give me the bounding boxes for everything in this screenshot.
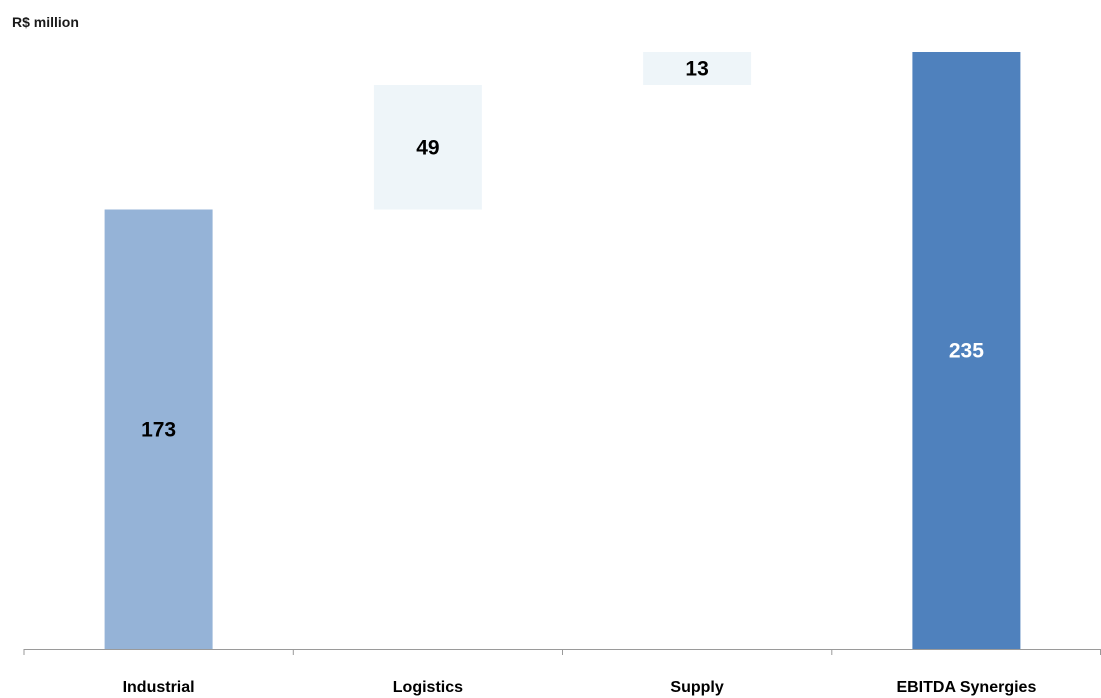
- bar-ebitda-synergies: [912, 52, 1021, 649]
- data-label-ebitda-synergies: 235: [949, 340, 984, 363]
- data-label-logistics: 49: [416, 136, 439, 159]
- bar-logistics: [373, 85, 482, 210]
- x-axis: [23, 649, 1101, 655]
- data-label-industrial: 173: [141, 418, 176, 441]
- category-label-ebitda-synergies: EBITDA Synergies: [896, 679, 1036, 696]
- data-label-supply: 13: [685, 58, 708, 81]
- bars-layer: [104, 52, 1021, 649]
- category-label-supply: Supply: [670, 679, 723, 696]
- labels-layer: 173 Industrial 49 Logistics 13 Supply 235 EBITD…: [123, 58, 1037, 697]
- category-label-industrial: Industrial: [123, 679, 195, 696]
- bar-industrial: [104, 209, 213, 649]
- unit-label: R$ million: [12, 14, 79, 30]
- bar-supply: [643, 52, 752, 85]
- category-label-logistics: Logistics: [393, 679, 463, 696]
